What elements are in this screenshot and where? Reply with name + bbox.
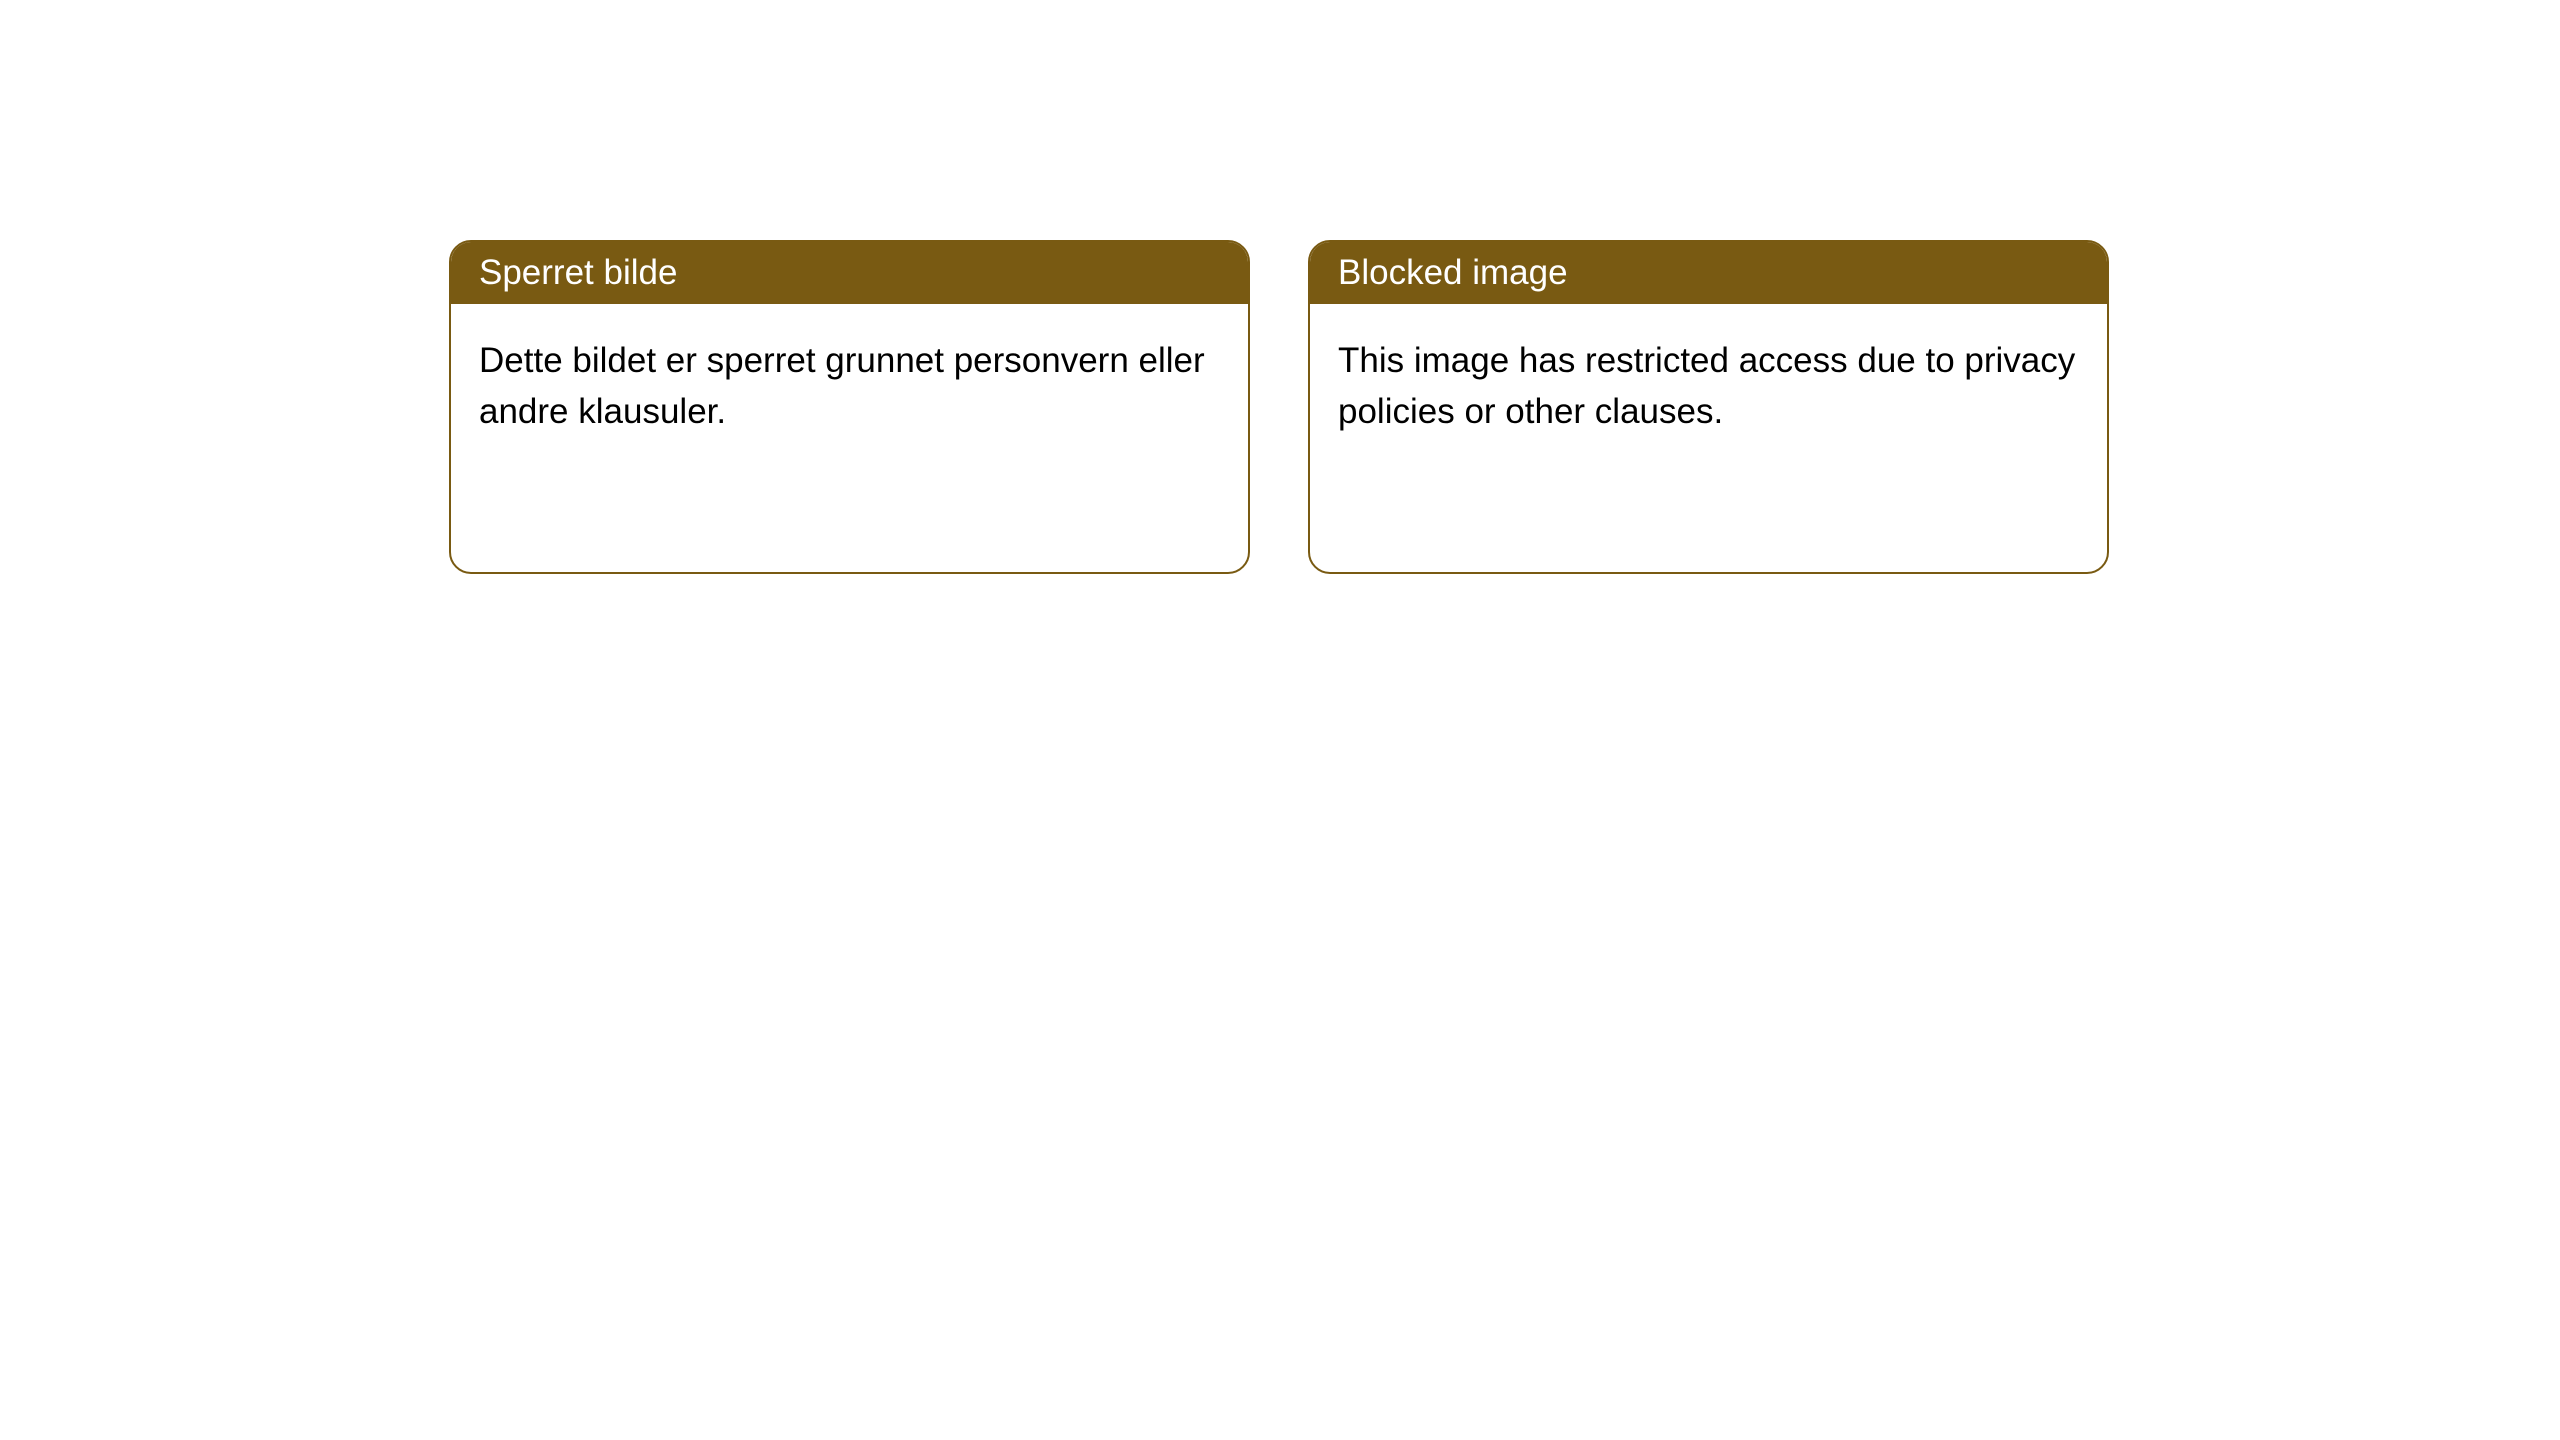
notice-card-english: Blocked image This image has restricted … [1308,240,2109,574]
notice-container: Sperret bilde Dette bildet er sperret gr… [0,0,2560,574]
notice-body-norwegian: Dette bildet er sperret grunnet personve… [451,304,1248,470]
notice-card-norwegian: Sperret bilde Dette bildet er sperret gr… [449,240,1250,574]
notice-header-norwegian: Sperret bilde [451,242,1248,304]
notice-header-english: Blocked image [1310,242,2107,304]
notice-body-english: This image has restricted access due to … [1310,304,2107,470]
